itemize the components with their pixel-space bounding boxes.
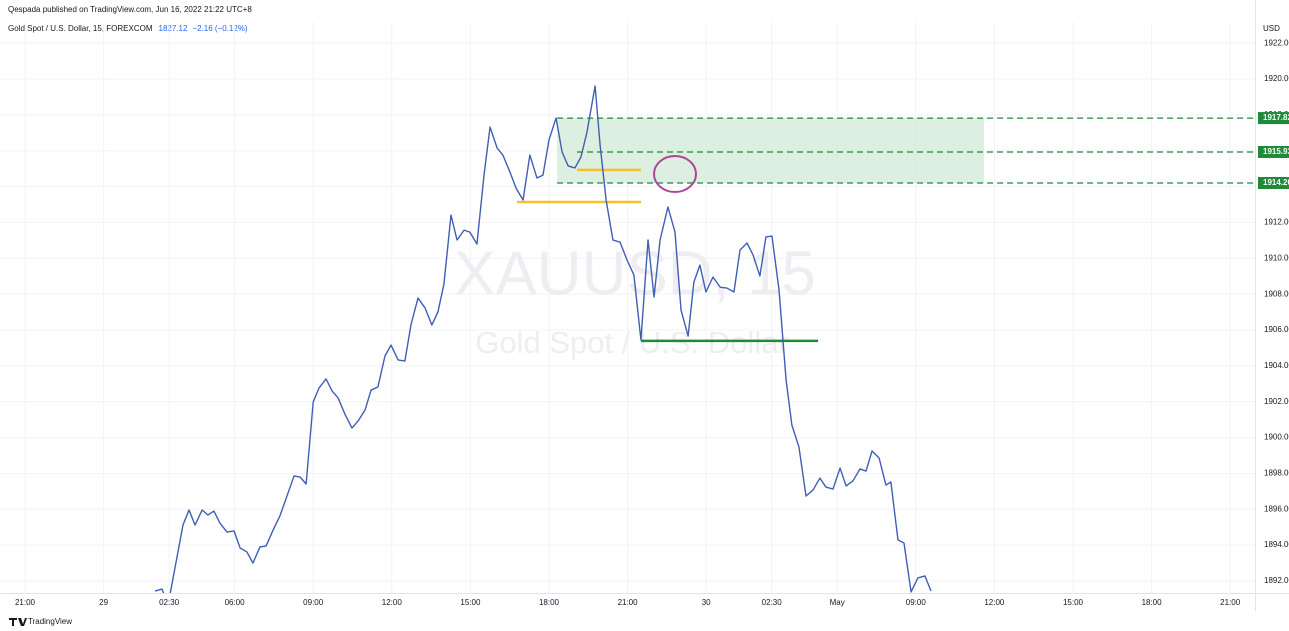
x-tick-label: 30 — [702, 598, 711, 607]
x-tick-label: 15:00 — [460, 598, 481, 607]
x-tick-label: 06:00 — [225, 598, 246, 607]
legend-change: −2.16 (−0.12%) — [192, 24, 247, 33]
legend: Gold Spot / U.S. Dollar, 15, FOREXCOM 182… — [8, 24, 248, 33]
logo — [9, 618, 27, 626]
x-tick-label: 21:00 — [1220, 598, 1241, 607]
y-tick-label: 1906.00 — [1264, 325, 1289, 334]
y-tick-label: 1908.00 — [1264, 289, 1289, 298]
y-tick-label: 1894.00 — [1264, 540, 1289, 549]
plot — [154, 85, 984, 593]
zone — [557, 118, 984, 183]
y-tick-label: 1892.00 — [1264, 576, 1289, 585]
x-tick-label: 09:00 — [906, 598, 927, 607]
price-tag-label: 1914.20 — [1263, 178, 1289, 187]
price-tag — [1258, 176, 1289, 189]
y-tick-label: 1922.00 — [1264, 38, 1289, 47]
y-tick-label: 1898.00 — [1264, 469, 1289, 478]
x-tick-label: 29 — [99, 598, 108, 607]
price-line — [154, 85, 932, 593]
price-tag — [1258, 112, 1289, 125]
x-tick-label: 18:00 — [1142, 598, 1163, 607]
price-tag-label: 1917.82 — [1263, 113, 1289, 122]
x-tick-label: 12:00 — [984, 598, 1005, 607]
x-tick-label: May — [830, 598, 845, 607]
x-tick-label: 02:30 — [762, 598, 783, 607]
unit: USD — [1263, 24, 1280, 33]
y-tick-label: 1900.00 — [1264, 433, 1289, 442]
x-tick-label: 12:00 — [382, 598, 403, 607]
legend-price: 1827.12 — [159, 24, 188, 33]
x-tick-label: 18:00 — [539, 598, 560, 607]
y-tick-label: 1902.00 — [1264, 397, 1289, 406]
y-tick-label: 1910.00 — [1264, 253, 1289, 262]
y-tick-label: 1920.00 — [1264, 74, 1289, 83]
x-tick-label: 21:00 — [618, 598, 639, 607]
circle-drawing — [653, 155, 697, 193]
y-tick-label: 1896.00 — [1264, 504, 1289, 513]
y-tick-label: 1904.00 — [1264, 361, 1289, 370]
watermark: XAUUSD, 15 — [454, 239, 816, 308]
price-tag-label: 1915.93 — [1263, 147, 1289, 156]
x-tick-label: 21:00 — [15, 598, 36, 607]
footer: TradingView — [28, 617, 72, 626]
price-tag — [1258, 145, 1289, 158]
x-tick-label: 02:30 — [159, 598, 180, 607]
legend-title: Gold Spot / U.S. Dollar, 15, FOREXCOM — [8, 24, 153, 33]
y-tick-label: 1912.00 — [1264, 218, 1289, 227]
header: Qespada published on TradingView.com, Ju… — [8, 5, 252, 14]
x-tick-label: 15:00 — [1063, 598, 1084, 607]
watermark: Gold Spot / U.S. Dollar — [475, 325, 789, 360]
x-tick-label: 09:00 — [303, 598, 324, 607]
